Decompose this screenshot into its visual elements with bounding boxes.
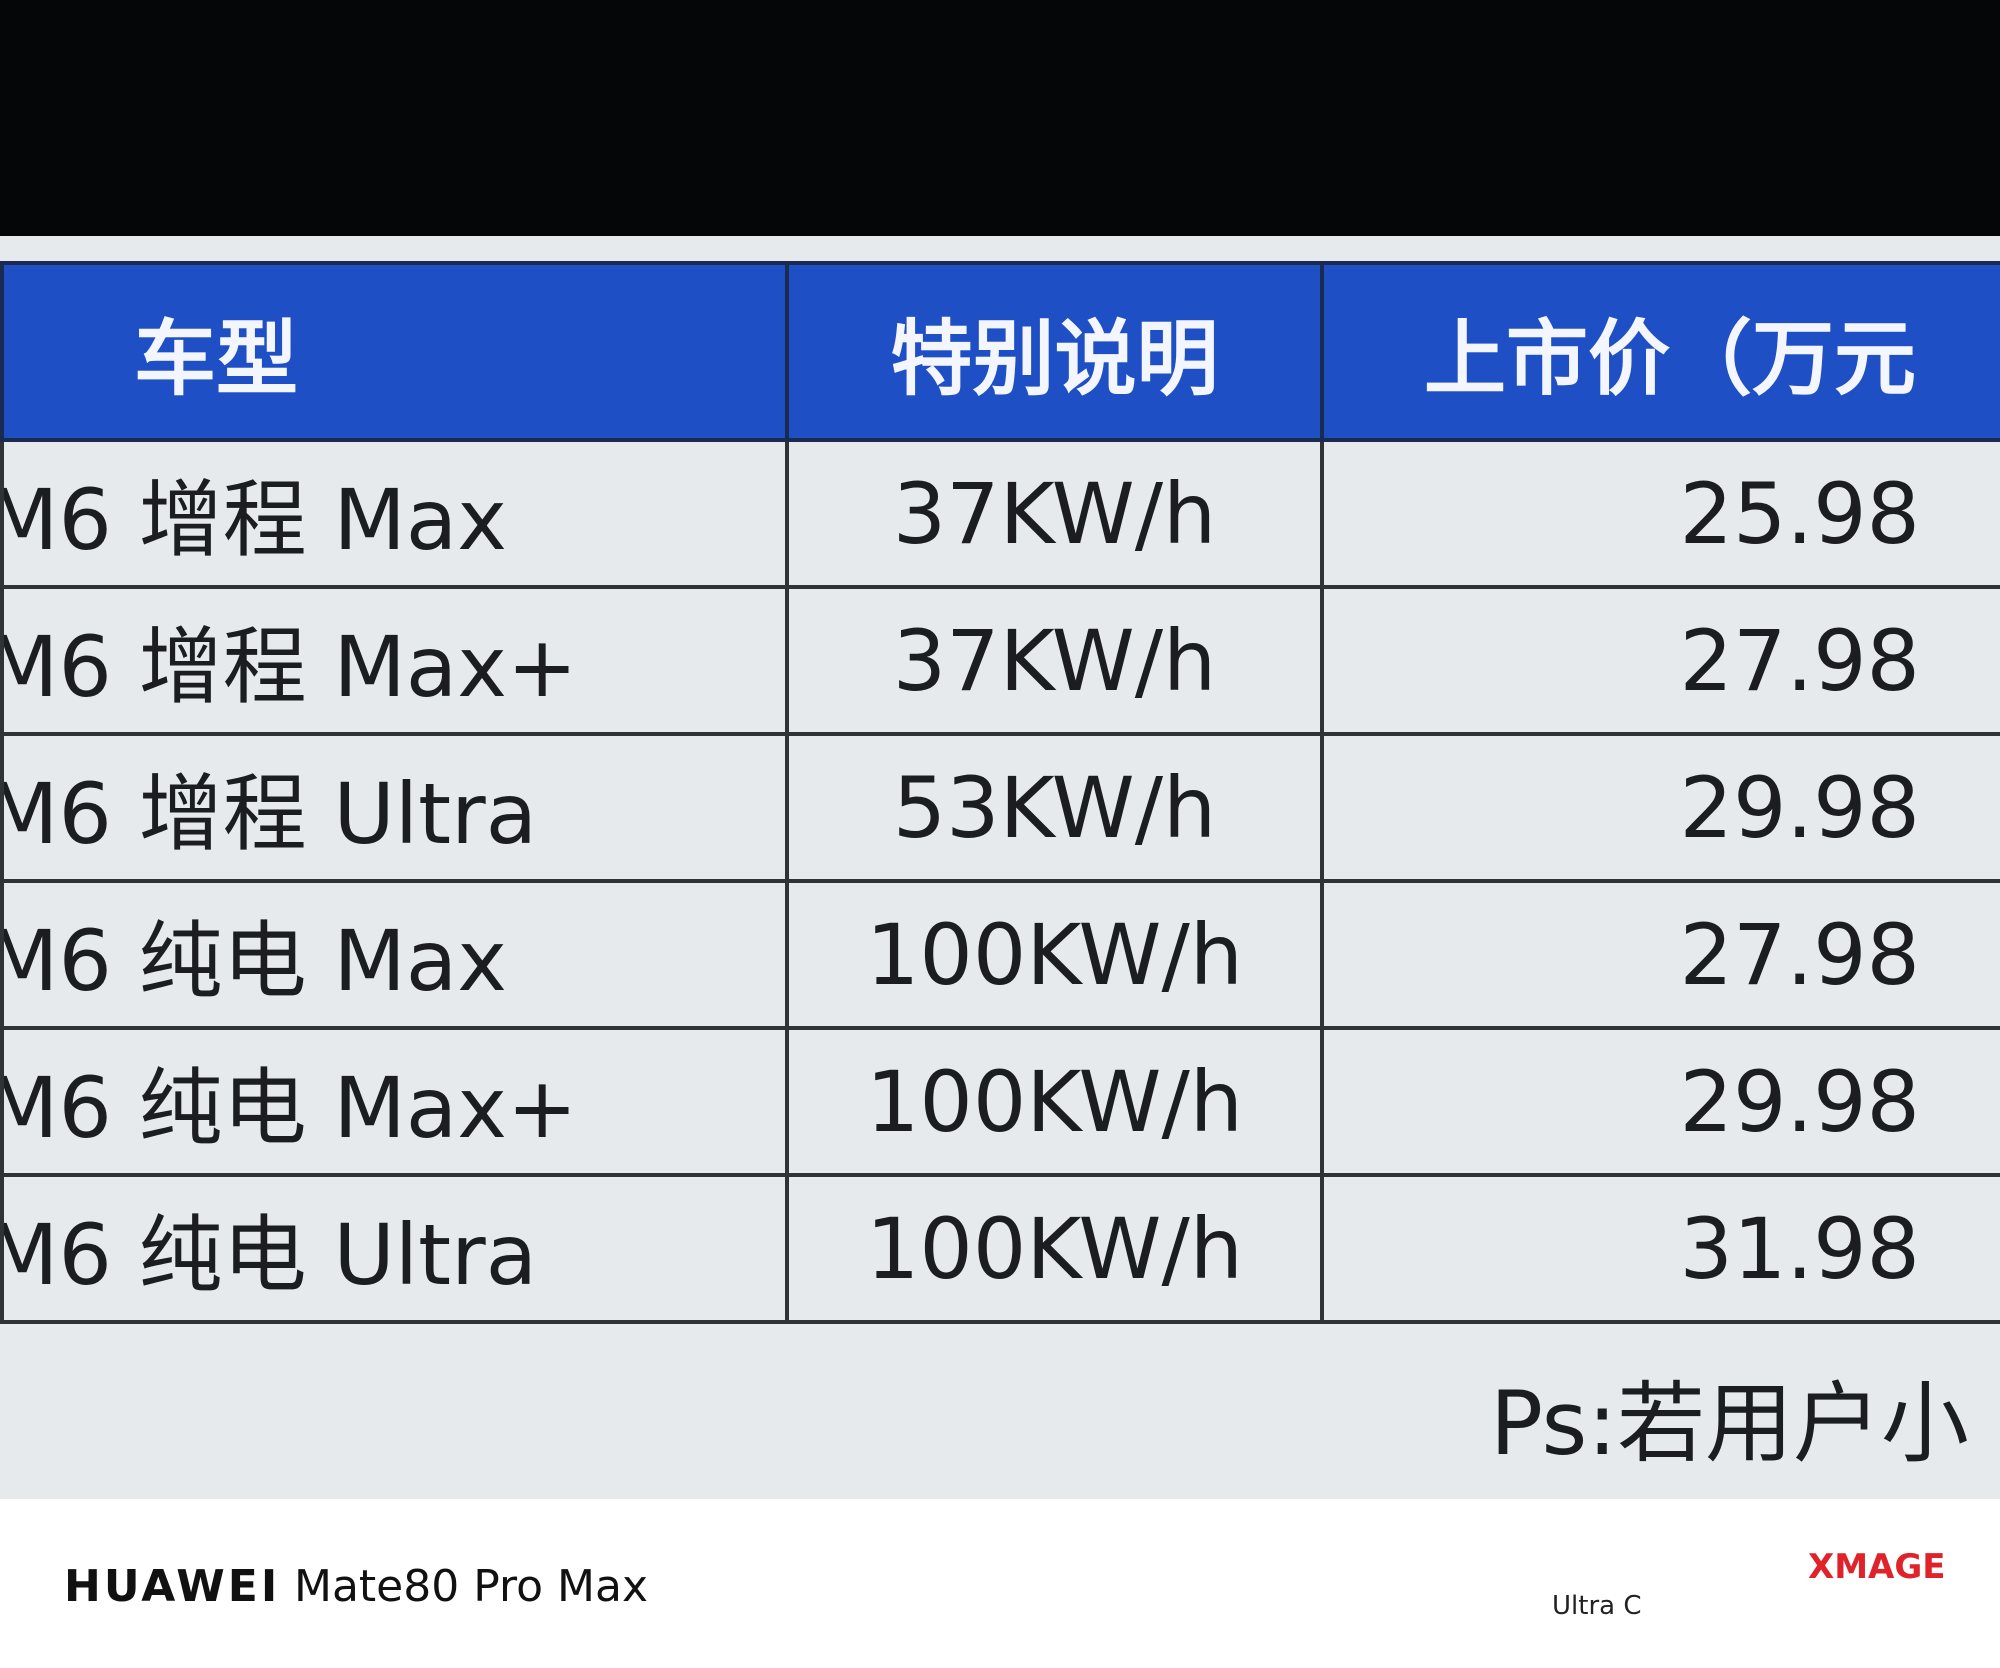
table-row: M6 增程 Max 37KW/h 25.98 xyxy=(0,438,2000,589)
table-cell: 27.98 xyxy=(1320,879,2000,1030)
table-row: M6 纯电 Max+ 100KW/h 29.98 xyxy=(0,1026,2000,1177)
table-body: M6 增程 Max 37KW/h 25.98 M6 增程 Max+ 37KW/h 27.9… xyxy=(0,438,2000,1324)
table-row: M6 增程 Max+ 37KW/h 27.98 xyxy=(0,585,2000,736)
device-model: Mate80 Pro Max xyxy=(294,1561,648,1612)
table-row: M6 纯电 Max 100KW/h 27.98 xyxy=(0,879,2000,1030)
header-cell: 上市价（万元 xyxy=(1320,261,2000,442)
table-cell: M6 增程 Ultra xyxy=(0,732,789,883)
table-cell: M6 增程 Max xyxy=(0,438,789,589)
price-table: 车型 特别说明 上市价（万元 M6 增程 Max 37KW/h 25.98 M6 增程 M… xyxy=(0,261,2000,1324)
header-cell: 特别说明 xyxy=(785,261,1324,442)
table-cell: M6 纯电 Max xyxy=(0,879,789,1030)
camera-watermark: HUAWEI Mate80 Pro Max XMAGE Ultra C xyxy=(0,1499,2000,1668)
screen: 车型 特别说明 上市价（万元 M6 增程 Max 37KW/h 25.98 M6 增程 M… xyxy=(0,236,2000,1499)
header-row: 车型 特别说明 上市价（万元 xyxy=(0,261,2000,442)
table-cell: 37KW/h xyxy=(785,438,1324,589)
xmage-logo: XMAGE xyxy=(1808,1547,1946,1587)
table-cell: 27.98 xyxy=(1320,585,2000,736)
brand: HUAWEI xyxy=(64,1561,281,1612)
table-cell: M6 纯电 Ultra xyxy=(0,1173,789,1324)
table-row: M6 增程 Ultra 53KW/h 29.98 xyxy=(0,732,2000,883)
table-cell: 37KW/h xyxy=(785,585,1324,736)
table-cell: 53KW/h xyxy=(785,732,1324,883)
note: Ps:若用户小 xyxy=(1490,1372,1970,1475)
table-cell: M6 增程 Max+ xyxy=(0,585,789,736)
table-cell: 100KW/h xyxy=(785,1026,1324,1177)
table-cell: 100KW/h xyxy=(785,879,1324,1030)
table-cell: 100KW/h xyxy=(785,1173,1324,1324)
table-cell: 29.98 xyxy=(1320,732,2000,883)
table-cell: 29.98 xyxy=(1320,1026,2000,1177)
table-row: M6 纯电 Ultra 100KW/h 31.98 xyxy=(0,1173,2000,1324)
table-cell: 25.98 xyxy=(1320,438,2000,589)
sub-label: Ultra C xyxy=(1552,1591,1642,1621)
table-cell: M6 纯电 Max+ xyxy=(0,1026,789,1177)
header-cell: 车型 xyxy=(0,261,789,442)
table-cell: 31.98 xyxy=(1320,1173,2000,1324)
